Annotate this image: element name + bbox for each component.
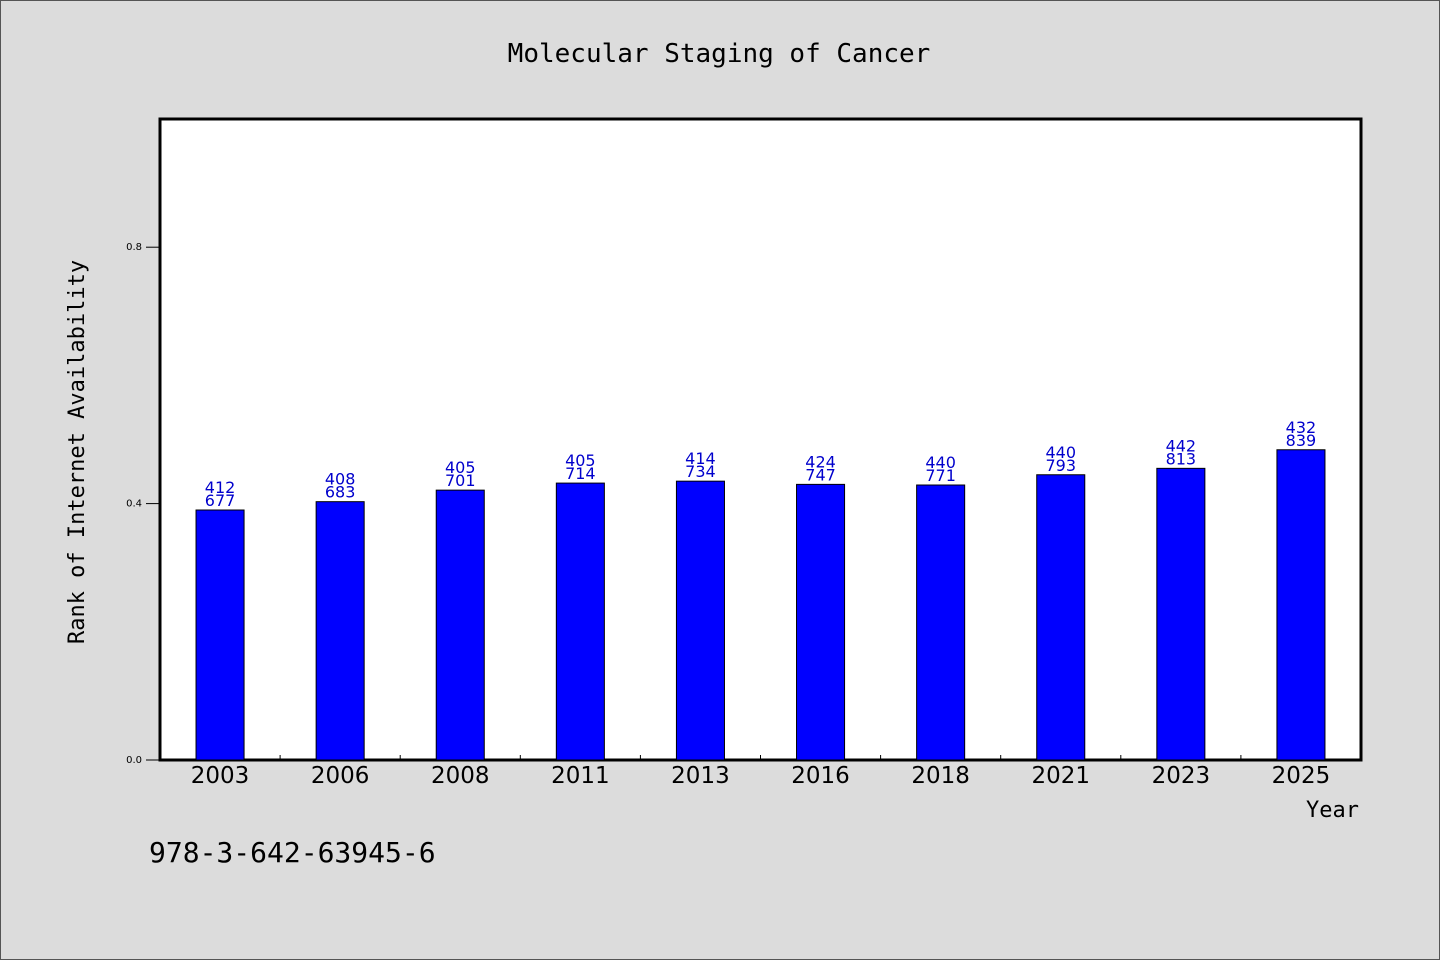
data-label-top-2021: 440 (1045, 443, 1076, 462)
y-axis-label: Rank of Internet Availability (65, 260, 90, 644)
data-label-top-2025: 432 (1286, 418, 1317, 437)
x-axis-ticks: 2003 2006 2008 2011 2013 2016 2018 2021 2023 2025 (191, 755, 1330, 789)
data-label-top-2016: 424 (805, 452, 836, 471)
data-label-bottom-2016: 747 (805, 465, 836, 484)
bar-2011 (555, 482, 605, 761)
data-label-top-2003: 412 (205, 478, 236, 497)
data-label-bottom-2003: 677 (205, 491, 236, 510)
y-tick-label-0.8: 0.8 (126, 242, 142, 253)
y-axis-ticks: 0.0 0.4 0.8 (126, 242, 160, 766)
data-label-top-2018: 440 (925, 453, 956, 472)
bar-2018 (916, 484, 966, 761)
data-label-bottom-2025: 839 (1286, 431, 1317, 450)
x-tick-label-2013: 2013 (671, 763, 730, 789)
data-label-top-2023: 442 (1166, 436, 1197, 455)
data-label-bottom-2013: 734 (685, 462, 716, 481)
data-label-top-2011: 405 (565, 451, 596, 470)
x-tick-label-2006: 2006 (311, 763, 370, 789)
bars-layer (195, 449, 1326, 761)
bar-2008 (435, 489, 485, 761)
data-label-bottom-2021: 793 (1045, 456, 1076, 475)
x-tick-label-2016: 2016 (791, 763, 850, 789)
x-tick-label-2003: 2003 (191, 763, 250, 789)
bar-2025 (1276, 449, 1326, 761)
data-label-top-2013: 414 (685, 449, 716, 468)
x-tick-label-2025: 2025 (1272, 763, 1331, 789)
data-labels-layer: 4126774086834057014057144147344247474407… (205, 418, 1316, 510)
bar-2006 (315, 501, 365, 761)
data-label-bottom-2011: 714 (565, 464, 596, 483)
bar-2023 (1156, 467, 1206, 761)
y-tick-label-0.4: 0.4 (126, 499, 142, 510)
chart-title: Molecular Staging of Cancer (508, 39, 931, 69)
data-label-bottom-2023: 813 (1166, 449, 1197, 468)
bar-2013 (675, 480, 725, 761)
data-label-bottom-2018: 771 (925, 466, 956, 485)
x-tick-label-2018: 2018 (911, 763, 970, 789)
x-axis-label: Year (1306, 798, 1359, 823)
bar-2021 (1036, 474, 1086, 761)
bar-2016 (796, 483, 846, 761)
data-label-top-2008: 405 (445, 458, 476, 477)
footnote-isbn: 978-3-642-63945-6 (149, 836, 436, 869)
y-tick-label-0.0: 0.0 (126, 755, 142, 766)
x-tick-label-2008: 2008 (431, 763, 490, 789)
x-tick-label-2023: 2023 (1152, 763, 1211, 789)
x-tick-label-2011: 2011 (551, 763, 610, 789)
bar-2003 (195, 509, 245, 761)
data-label-top-2006: 408 (325, 470, 356, 489)
data-label-bottom-2006: 683 (325, 483, 356, 502)
x-tick-label-2021: 2021 (1031, 763, 1090, 789)
data-label-bottom-2008: 701 (445, 471, 476, 490)
